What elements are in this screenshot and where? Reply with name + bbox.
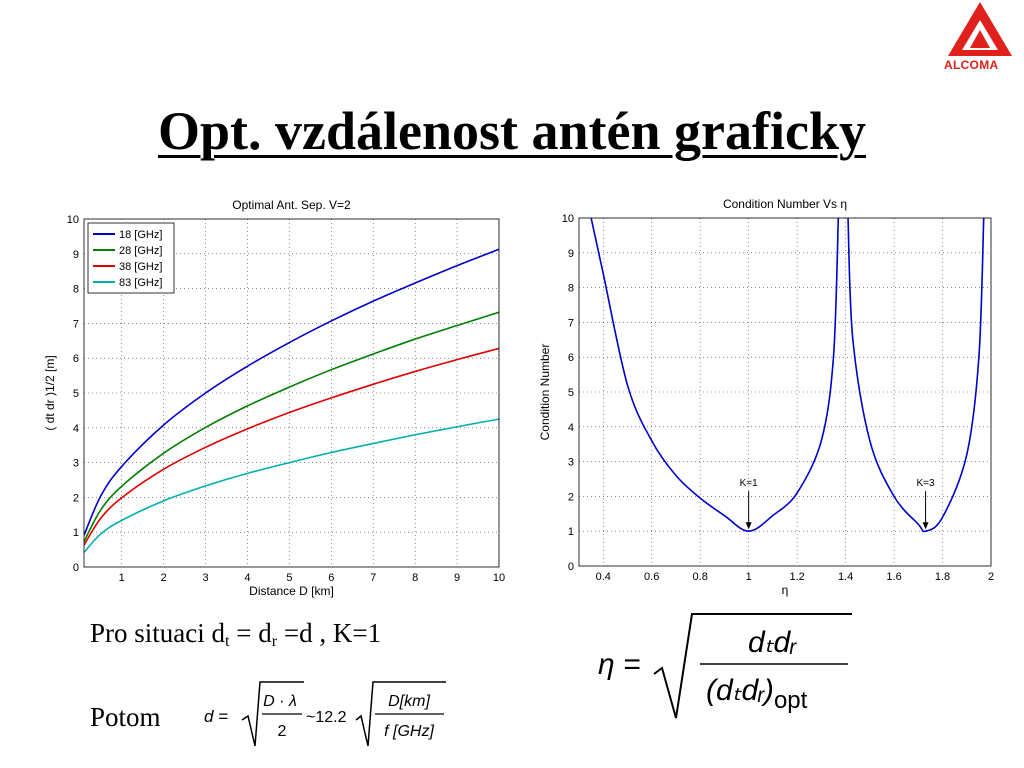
x-tick-label: 2 (161, 572, 167, 584)
y-tick-label: 8 (73, 284, 79, 296)
x-tick-label: 1.2 (789, 571, 804, 583)
situation-text-mid: = d (229, 618, 272, 648)
x-tick-label: 3 (203, 572, 209, 584)
legend-label-3: 83 [GHz] (119, 277, 162, 289)
y-axis-label: Condition Number (538, 344, 552, 441)
x-tick-label: 1 (119, 572, 125, 584)
y-tick-label: 6 (73, 353, 79, 365)
x-tick-label: 1.4 (838, 571, 853, 583)
plot-frame (578, 217, 992, 567)
y-tick-label: 10 (562, 213, 574, 225)
y-tick-label: 9 (568, 248, 574, 260)
series-line-0 (84, 248, 499, 536)
series-line-3 (84, 418, 499, 553)
x-tick-label: 9 (454, 572, 460, 584)
plot-frame (83, 218, 500, 568)
x-tick-label: 8 (412, 572, 418, 584)
y-tick-label: 4 (73, 423, 79, 435)
series-line-1 (84, 311, 499, 542)
formula-d-denominator: 2 (278, 723, 287, 740)
y-tick-label: 3 (73, 458, 79, 470)
situation-text: Pro situaci dt = dr =d , K=1 (90, 618, 381, 651)
y-tick-label: 1 (568, 526, 574, 538)
situation-text-prefix: Pro situaci d (90, 618, 225, 648)
legend-label-0: 18 [GHz] (119, 229, 162, 241)
eta-formula: η = dₜdᵣ (dₜdᵣ)opt (598, 613, 852, 719)
y-tick-label: 5 (568, 387, 574, 399)
x-axis-label: η (782, 583, 789, 597)
y-axis-label: ( dt dr )1/2 [m] (43, 355, 57, 430)
annotation-arrowhead-0 (745, 522, 752, 530)
y-tick-label: 7 (73, 318, 79, 330)
chart-condition-number: 0.4 0.6 0.8 1 1.2 1.4 1.6 1.8 2 0 1 2 3 4 5 6 7 8 9 10 Condi… (538, 197, 994, 597)
distance-formula: d = D · λ 2 ~12.2 D[km] f [GHz] (204, 681, 446, 747)
y-tick-label: 0 (568, 561, 574, 573)
formula-d-denominator2: f [GHz] (384, 723, 434, 740)
y-tick-label: 7 (568, 317, 574, 329)
legend-label-1: 28 [GHz] (119, 245, 162, 257)
x-tick-label: 1 (746, 571, 752, 583)
y-tick-label: 5 (73, 388, 79, 400)
x-tick-label: 0.8 (693, 571, 708, 583)
x-tick-label: 0.6 (644, 571, 659, 583)
slide-title: Opt. vzdálenost antén graficky (158, 101, 866, 161)
series-line-0 (847, 218, 985, 533)
x-tick-label: 10 (493, 572, 505, 584)
alcoma-logo-text: ALCOMA (944, 58, 999, 72)
x-tick-label: 1.6 (886, 571, 901, 583)
situation-sub-t: t (225, 632, 230, 651)
y-tick-label: 0 (73, 562, 79, 574)
y-tick-label: 10 (67, 214, 79, 226)
series-line-2 (84, 347, 499, 546)
y-tick-label: 9 (73, 249, 79, 261)
then-text: Potom (90, 702, 161, 732)
chart-title: Condition Number Vs η (723, 197, 847, 211)
formula-d-numerator: D · λ (263, 693, 297, 710)
series-line-0 (590, 218, 840, 533)
formula-eta-denominator: (dₜdᵣ)opt (706, 674, 808, 714)
x-tick-label: 0.4 (596, 571, 611, 583)
plot-area (579, 218, 991, 566)
formula-d-numerator2: D[km] (388, 693, 430, 710)
formula-eta-numerator: dₜdᵣ (748, 626, 797, 659)
situation-sub-r: r (271, 632, 278, 651)
x-tick-label: 5 (286, 572, 292, 584)
x-tick-label: 6 (328, 572, 334, 584)
y-tick-label: 2 (73, 492, 79, 504)
y-tick-label: 4 (568, 422, 574, 434)
formula-eta-lhs: η = (598, 648, 641, 681)
chart-optimal-antenna-separation: 1 2 3 4 5 6 7 8 9 10 0 1 2 3 4 5 6 7 8 9 10 Optimal Ant. Sep.… (43, 198, 505, 598)
annotation-label-1: K=3 (917, 478, 936, 489)
annotation-arrowhead-1 (922, 522, 929, 530)
x-tick-label: 7 (370, 572, 376, 584)
y-tick-label: 2 (568, 491, 574, 503)
chart-title: Optimal Ant. Sep. V=2 (232, 198, 351, 212)
x-axis-label: Distance D [km] (249, 584, 334, 598)
y-tick-label: 6 (568, 352, 574, 364)
situation-text-suffix: =d , K=1 (277, 618, 382, 648)
y-tick-label: 3 (568, 457, 574, 469)
legend-label-2: 38 [GHz] (119, 261, 162, 273)
annotation-label-0: K=1 (740, 478, 759, 489)
y-tick-label: 8 (568, 283, 574, 295)
x-tick-label: 2 (988, 571, 994, 583)
y-tick-label: 1 (73, 527, 79, 539)
formula-d-lhs: d = (204, 707, 228, 726)
formula-d-approx: ~12.2 (306, 709, 347, 726)
x-tick-label: 1.8 (935, 571, 950, 583)
x-tick-label: 4 (244, 572, 250, 584)
alcoma-logo-mark (948, 2, 1012, 56)
